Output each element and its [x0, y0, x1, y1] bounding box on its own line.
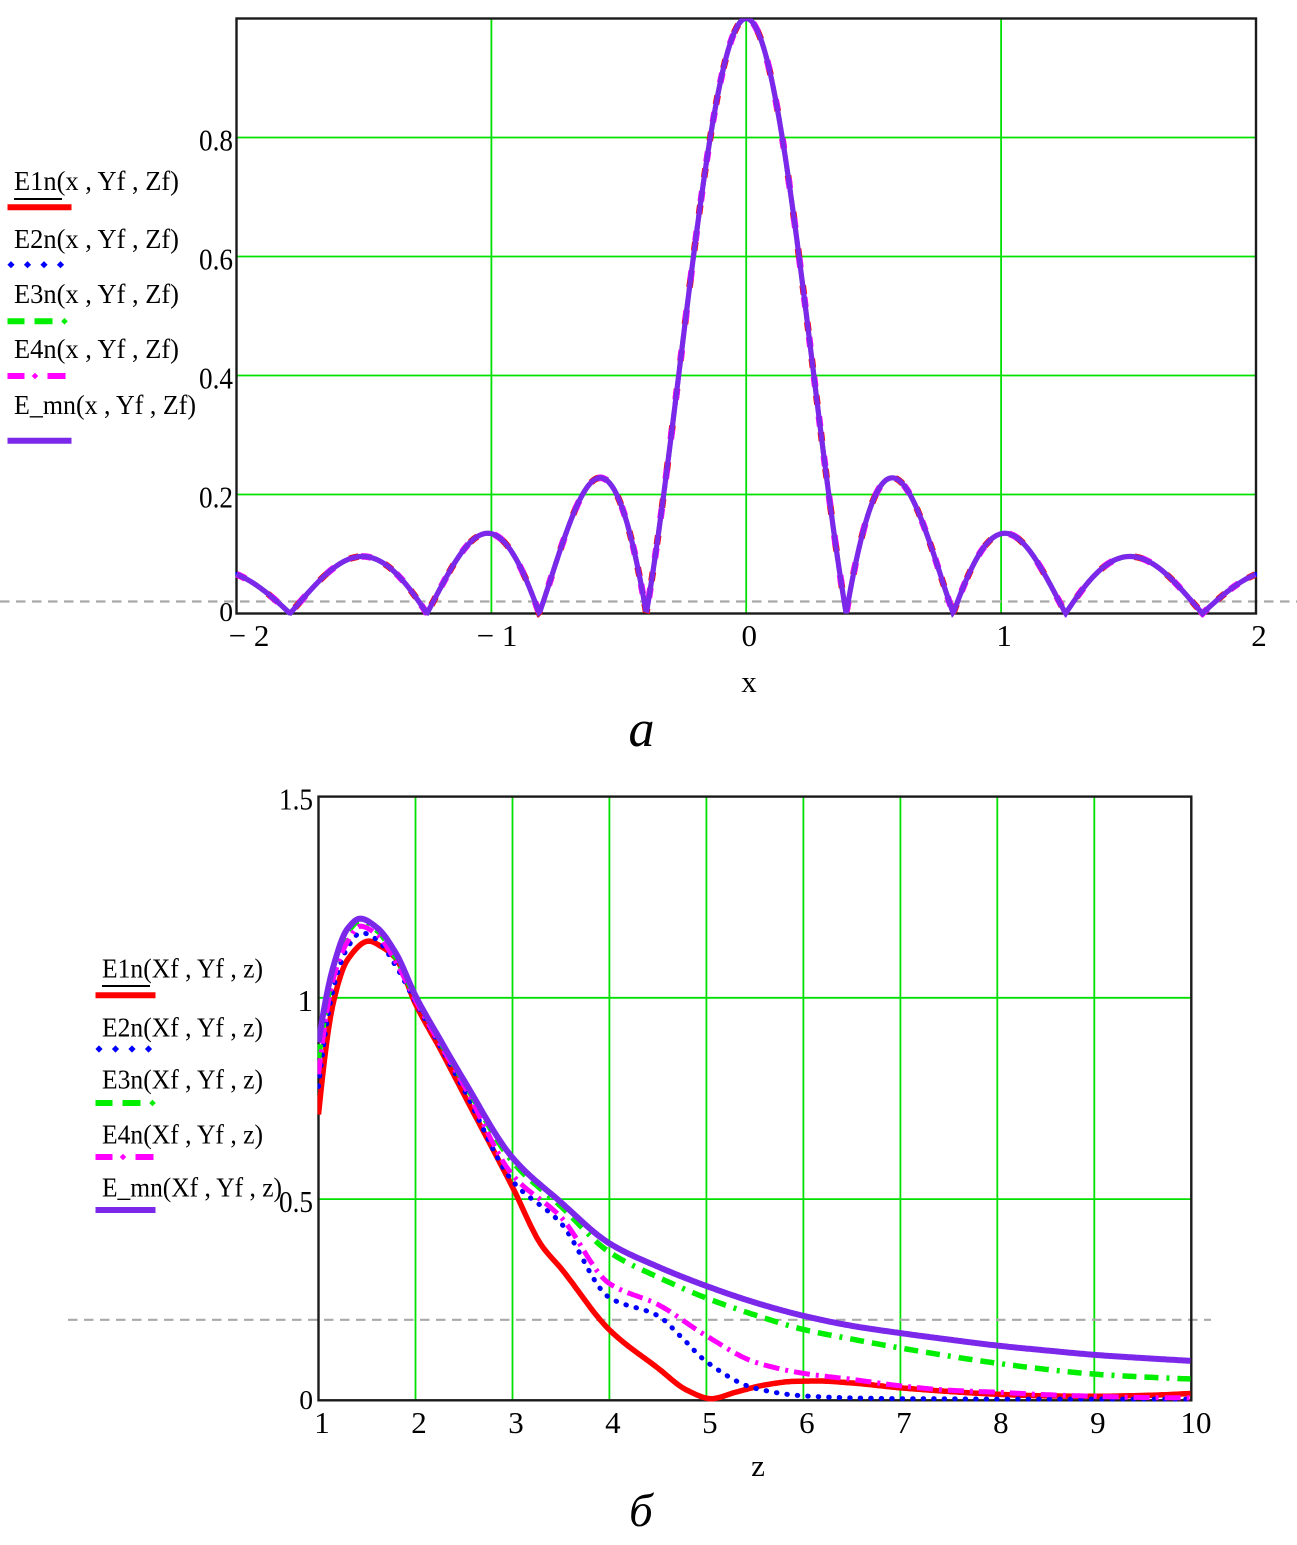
- svg-text:6: 6: [799, 1405, 815, 1440]
- svg-text:0.5: 0.5: [279, 1184, 313, 1219]
- svg-text:4: 4: [605, 1405, 621, 1440]
- svg-text:5: 5: [702, 1405, 718, 1440]
- svg-text:E3n(Xf , Yf , z): E3n(Xf , Yf , z): [102, 1065, 263, 1095]
- svg-text:0: 0: [219, 596, 233, 627]
- svg-text:1.5: 1.5: [279, 782, 313, 817]
- svg-text:a: a: [629, 701, 655, 758]
- svg-text:E4n(Xf , Yf , z): E4n(Xf , Yf , z): [102, 1120, 263, 1150]
- svg-text:0: 0: [299, 1384, 313, 1415]
- svg-text:x: x: [741, 664, 757, 699]
- svg-text:E2n(Xf , Yf , z): E2n(Xf , Yf , z): [102, 1013, 263, 1043]
- svg-text:1: 1: [996, 618, 1012, 653]
- svg-text:E_mn(x , Yf , Zf): E_mn(x , Yf , Zf): [14, 390, 196, 420]
- svg-text:9: 9: [1090, 1405, 1106, 1440]
- svg-text:10: 10: [1181, 1405, 1212, 1440]
- svg-text:3: 3: [508, 1405, 524, 1440]
- svg-text:2: 2: [1251, 618, 1267, 653]
- svg-text:б: б: [629, 1485, 654, 1537]
- svg-text:− 2: − 2: [229, 618, 270, 653]
- svg-text:8: 8: [993, 1405, 1009, 1440]
- svg-text:− 1: − 1: [477, 618, 518, 653]
- svg-text:E1n(Xf , Yf , z): E1n(Xf , Yf , z): [102, 953, 263, 983]
- svg-text:1: 1: [314, 1405, 330, 1440]
- svg-text:z: z: [751, 1448, 765, 1483]
- svg-text:E_mn(Xf , Yf , z): E_mn(Xf , Yf , z): [102, 1173, 282, 1203]
- svg-text:0.2: 0.2: [199, 480, 233, 515]
- svg-text:0.4: 0.4: [199, 361, 233, 396]
- svg-text:E3n(x , Yf , Zf): E3n(x , Yf , Zf): [14, 279, 179, 309]
- svg-text:0.6: 0.6: [199, 242, 233, 277]
- svg-text:0.8: 0.8: [199, 123, 233, 158]
- svg-text:0: 0: [742, 618, 758, 653]
- svg-text:E4n(x , Yf , Zf): E4n(x , Yf , Zf): [14, 334, 179, 364]
- svg-text:2: 2: [411, 1405, 427, 1440]
- svg-text:1: 1: [298, 983, 314, 1018]
- svg-text:E1n(x , Yf , Zf): E1n(x , Yf , Zf): [14, 166, 179, 196]
- svg-text:E2n(x , Yf , Zf): E2n(x , Yf , Zf): [14, 224, 179, 254]
- svg-text:7: 7: [896, 1405, 912, 1440]
